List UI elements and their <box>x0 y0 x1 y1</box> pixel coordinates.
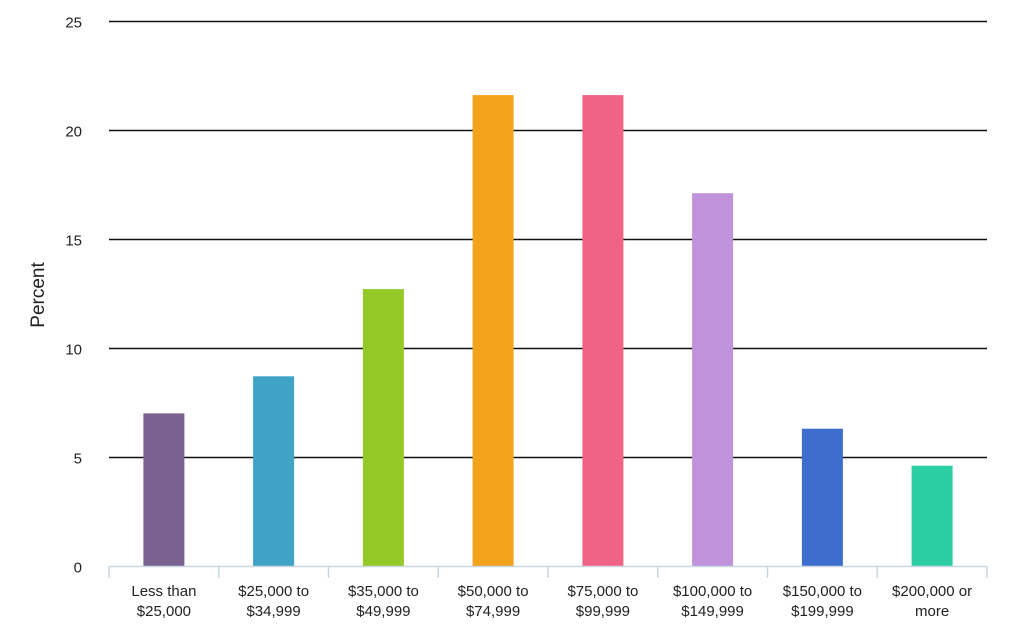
x-tick-label: $150,000 to $199,999 <box>783 583 862 620</box>
y-tick-label: 20 <box>65 124 82 141</box>
x-axis-labels: Less than $25,000 $25,000 to $34,999 $35,000… <box>131 583 972 620</box>
x-tick-label: $25,000 to $34,999 <box>238 583 309 620</box>
y-tick-label: 10 <box>65 342 82 359</box>
x-tick-label: $200,000 or more <box>892 583 972 620</box>
x-tick-label: $75,000 to $99,999 <box>567 583 638 620</box>
y-axis-label: Percent <box>28 262 49 328</box>
bar <box>582 95 624 566</box>
x-tick-label: $100,000 to $149,999 <box>673 583 752 620</box>
x-tick-label: $50,000 to $74,999 <box>458 583 529 620</box>
bar <box>801 428 843 566</box>
y-tick-label: 0 <box>74 560 82 577</box>
bars <box>143 95 953 566</box>
y-tick-label: 25 <box>65 15 82 32</box>
bar <box>472 95 514 566</box>
gridlines <box>109 20 987 459</box>
bar <box>692 193 734 566</box>
bar <box>362 289 404 566</box>
x-tick-label: Less than $25,000 <box>131 583 196 620</box>
x-tick-label: $35,000 to $49,999 <box>348 583 419 620</box>
bar <box>143 413 185 566</box>
y-tick-label: 15 <box>65 233 82 250</box>
y-tick-label: 5 <box>74 451 82 468</box>
bar <box>911 465 953 566</box>
x-axis <box>108 565 988 578</box>
bar <box>253 376 295 566</box>
y-axis-ticks: 0 5 10 15 20 25 <box>65 15 82 577</box>
